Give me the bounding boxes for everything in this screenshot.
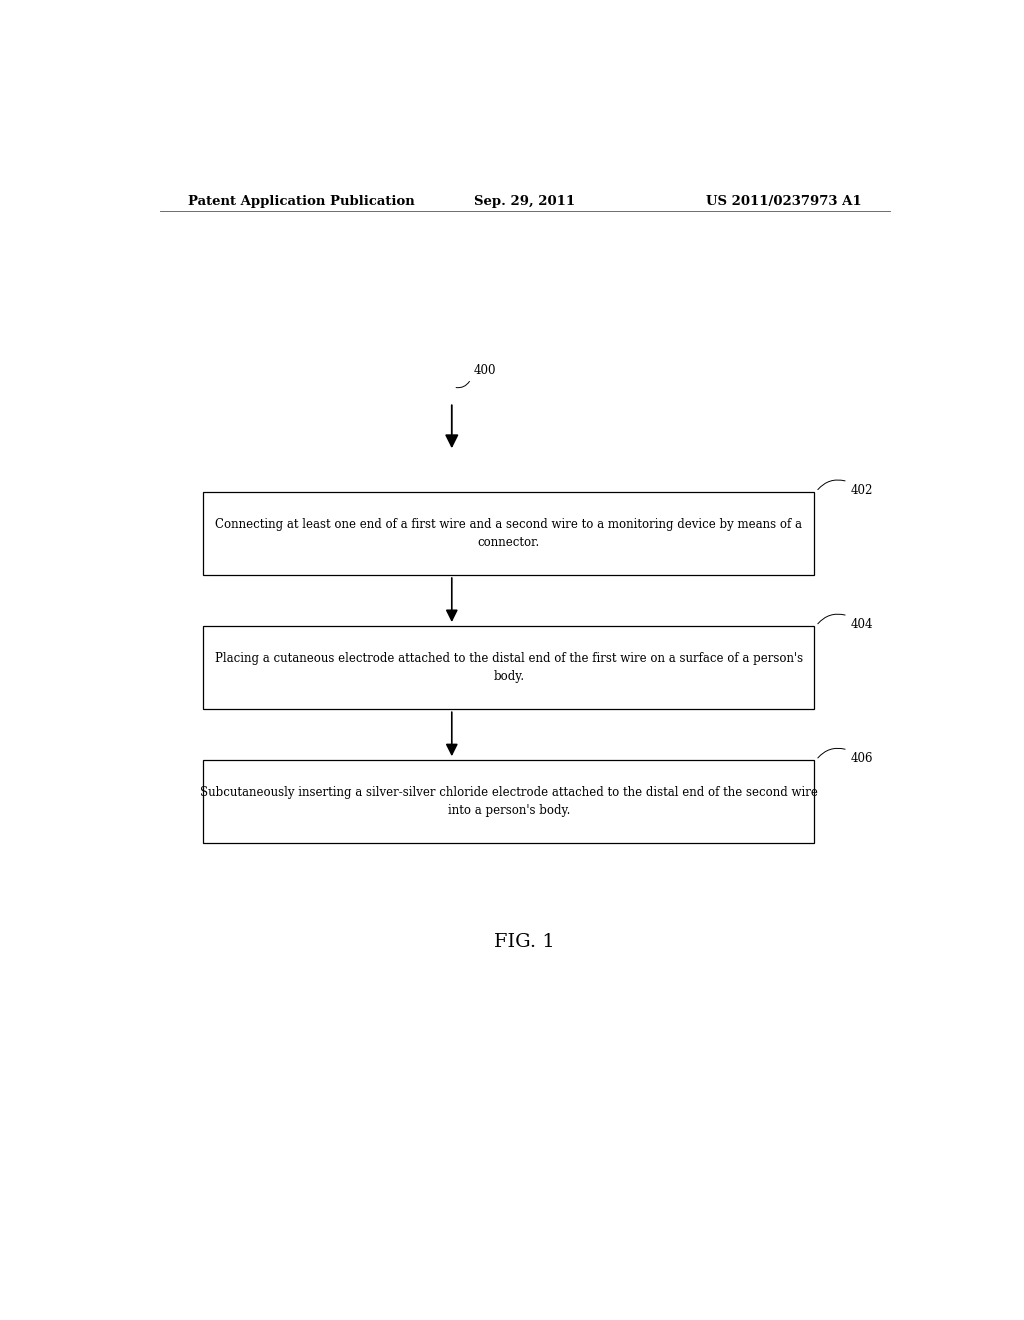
Text: US 2011/0237973 A1: US 2011/0237973 A1: [707, 195, 862, 209]
Text: Subcutaneously inserting a silver-silver chloride electrode attached to the dist: Subcutaneously inserting a silver-silver…: [200, 787, 818, 817]
Text: Placing a cutaneous electrode attached to the distal end of the first wire on a : Placing a cutaneous electrode attached t…: [215, 652, 803, 684]
Bar: [204, 492, 814, 576]
Text: 402: 402: [850, 483, 872, 496]
Text: 406: 406: [850, 752, 872, 766]
Text: Connecting at least one end of a first wire and a second wire to a monitoring de: Connecting at least one end of a first w…: [215, 517, 803, 549]
Bar: [204, 760, 814, 843]
Text: Sep. 29, 2011: Sep. 29, 2011: [474, 195, 575, 209]
Text: FIG. 1: FIG. 1: [495, 933, 555, 952]
Bar: [204, 626, 814, 709]
Text: 404: 404: [850, 618, 872, 631]
Text: Patent Application Publication: Patent Application Publication: [187, 195, 415, 209]
Text: 400: 400: [473, 364, 496, 378]
